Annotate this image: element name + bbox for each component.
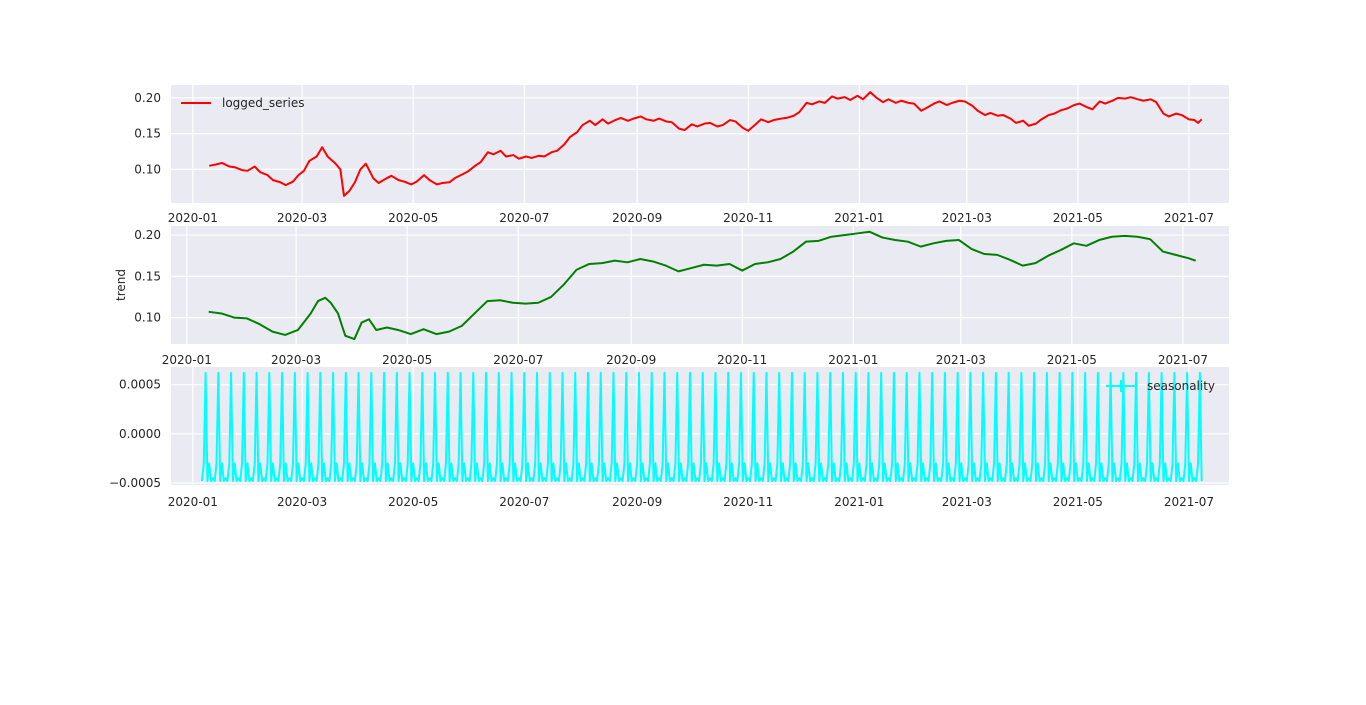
x-tick-label: 2020-11: [717, 353, 767, 367]
x-tick-label: 2021-03: [936, 353, 986, 367]
x-tick-label: 2020-05: [382, 353, 432, 367]
y-tick-label: 0.15: [134, 269, 161, 283]
x-tick-label: 2020-09: [606, 353, 656, 367]
x-tick-label: 2020-11: [723, 211, 773, 225]
x-tick-label: 2021-07: [1164, 495, 1214, 509]
x-tick-label: 2021-01: [834, 495, 884, 509]
x-tick-label: 2020-03: [271, 353, 321, 367]
x-tick-label: 2020-09: [612, 211, 662, 225]
x-tick-label: 2021-05: [1053, 495, 1103, 509]
x-tick-label: 2020-11: [723, 495, 773, 509]
x-tick-label: 2020-05: [388, 211, 438, 225]
x-tick-label: 2020-01: [168, 495, 218, 509]
x-tick-label: 2021-03: [942, 211, 992, 225]
x-tick-label: 2021-05: [1053, 211, 1103, 225]
y-tick-label: −0.0005: [109, 476, 161, 490]
seasonality-panel: 2020-01 2020-03 2020-05 2020-07 2020-09 2020-…: [109, 367, 1229, 509]
y-tick-label: 0.20: [134, 228, 161, 242]
y-axis-label: trend: [114, 269, 128, 301]
y-tick-label: 0.20: [134, 91, 161, 105]
series-line-seasonality: [200, 371, 1203, 483]
y-tick-label: 0.15: [134, 127, 161, 141]
x-tick-label: 2021-03: [942, 495, 992, 509]
y-tick-label: 0.0000: [119, 427, 161, 441]
x-tick-label: 2021-05: [1047, 353, 1097, 367]
legend-label: seasonality: [1147, 379, 1215, 393]
series-line-trend: [208, 230, 1197, 341]
trend-panel: 2020-01 2020-03 2020-05 2020-07 2020-09 2020-…: [114, 226, 1229, 367]
x-tick-label: 2020-01: [162, 353, 212, 367]
x-tick-label: 2020-07: [499, 211, 549, 225]
plot-area: [171, 85, 1229, 203]
y-tick-label: 0.0005: [119, 378, 161, 392]
plot-area: [171, 226, 1229, 344]
x-tick-label: 2020-07: [499, 495, 549, 509]
y-tick-label: 0.10: [134, 311, 161, 325]
x-tick-label: 2020-07: [493, 353, 543, 367]
y-tick-label: 0.10: [134, 162, 161, 176]
logged-series-panel: 2020-01 2020-03 2020-05 2020-07 2020-09 2020-…: [134, 85, 1229, 225]
x-tick-label: 2020-03: [277, 211, 327, 225]
x-tick-label: 2020-09: [612, 495, 662, 509]
legend-label: logged_series: [222, 96, 304, 110]
x-tick-label: 2020-05: [388, 495, 438, 509]
x-tick-label: 2021-07: [1158, 353, 1208, 367]
series-line-logged_series: [209, 91, 1203, 197]
x-tick-label: 2021-07: [1164, 211, 1214, 225]
x-tick-label: 2021-01: [834, 211, 884, 225]
x-tick-label: 2020-01: [168, 211, 218, 225]
x-tick-label: 2021-01: [828, 353, 878, 367]
x-tick-label: 2020-03: [277, 495, 327, 509]
